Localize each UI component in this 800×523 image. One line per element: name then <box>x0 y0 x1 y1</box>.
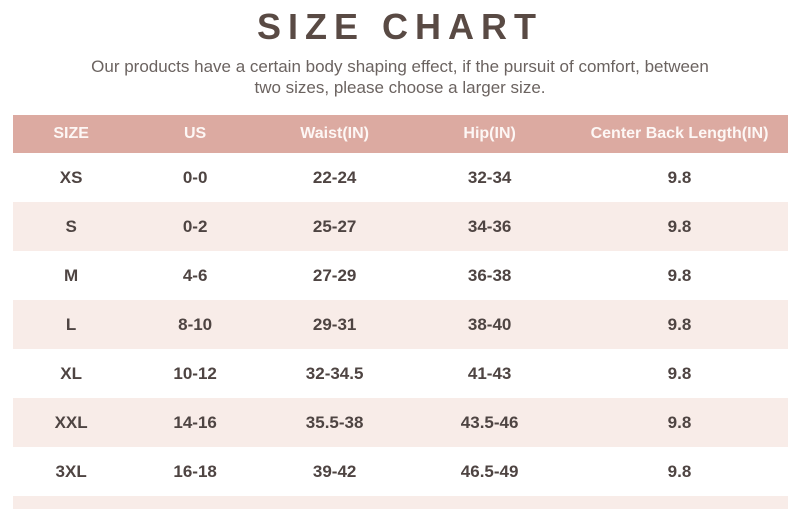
cell-center-back-length: 9.8 <box>667 216 692 236</box>
page-title: SIZE CHART <box>257 6 543 47</box>
cell-waist: 39-42 <box>312 461 357 481</box>
cell-size: XXL <box>54 412 88 432</box>
cell-size: XS <box>59 167 83 187</box>
cell-size: M <box>64 265 79 285</box>
cell-hip: 38-40 <box>467 314 512 334</box>
cell-hip: 34-36 <box>467 216 512 236</box>
cell-hip: 43.5-46 <box>460 412 519 432</box>
cell-hip: 41-43 <box>467 363 512 383</box>
cell-waist: 27-29 <box>312 265 357 285</box>
size-table: SIZE US Waist(IN) Hip(IN) Center Back Le… <box>13 115 788 509</box>
table-row-m: M 4-6 27-29 36-38 9.8 <box>13 251 788 300</box>
column-header-waist: Waist(IN) <box>300 125 369 142</box>
cell-size: S <box>65 216 77 236</box>
cell-size: L <box>65 314 77 334</box>
cell-size: 3XL <box>55 461 87 481</box>
cell-us: 10-12 <box>173 363 217 383</box>
cell-waist: 35.5-38 <box>305 412 364 432</box>
table-row-xs: XS 0-0 22-24 32-34 9.8 <box>13 153 788 202</box>
table-header-row: SIZE US Waist(IN) Hip(IN) Center Back Le… <box>13 115 788 153</box>
cell-size: XL <box>60 363 82 383</box>
cell-center-back-length: 9.8 <box>667 412 692 432</box>
subtitle-line-1: Our products have a certain body shaping… <box>91 57 709 76</box>
cell-center-back-length: 9.8 <box>667 363 692 383</box>
cell-hip: 36-38 <box>467 265 512 285</box>
column-header-size: SIZE <box>53 125 89 142</box>
cell-us: 4-6 <box>182 265 208 285</box>
table-row-xl: XL 10-12 32-34.5 41-43 9.8 <box>13 349 788 398</box>
cell-us: 14-16 <box>173 412 217 432</box>
cell-waist: 25-27 <box>312 216 357 236</box>
cell-center-back-length: 9.8 <box>667 265 692 285</box>
table-row-xxl: XXL 14-16 35.5-38 43.5-46 9.8 <box>13 398 788 447</box>
column-header-center-back-length: Center Back Length(IN) <box>590 125 769 142</box>
cell-waist: 22-24 <box>312 167 357 187</box>
table-row-s: S 0-2 25-27 34-36 9.8 <box>13 202 788 251</box>
subtitle-line-2: two sizes, please choose a larger size. <box>254 78 546 97</box>
partial-next-row-strip <box>13 496 788 509</box>
column-header-hip: Hip(IN) <box>463 125 516 142</box>
cell-us: 16-18 <box>173 461 217 481</box>
cell-us: 8-10 <box>178 314 213 334</box>
cell-hip: 32-34 <box>467 167 512 187</box>
cell-center-back-length: 9.8 <box>667 461 692 481</box>
table-row-l: L 8-10 29-31 38-40 9.8 <box>13 300 788 349</box>
cell-us: 0-2 <box>182 216 208 236</box>
subtitle-note: Our products have a certain body shaping… <box>0 56 800 98</box>
cell-us: 0-0 <box>182 167 208 187</box>
column-header-us: US <box>184 125 207 142</box>
cell-center-back-length: 9.8 <box>667 314 692 334</box>
size-chart-page: SIZE CHART Our products have a certain b… <box>0 7 800 523</box>
cell-waist: 29-31 <box>312 314 357 334</box>
table-row-3xl: 3XL 16-18 39-42 46.5-49 9.8 <box>13 447 788 496</box>
cell-hip: 46.5-49 <box>460 461 519 481</box>
cell-waist: 32-34.5 <box>305 363 364 383</box>
cell-center-back-length: 9.8 <box>667 167 692 187</box>
